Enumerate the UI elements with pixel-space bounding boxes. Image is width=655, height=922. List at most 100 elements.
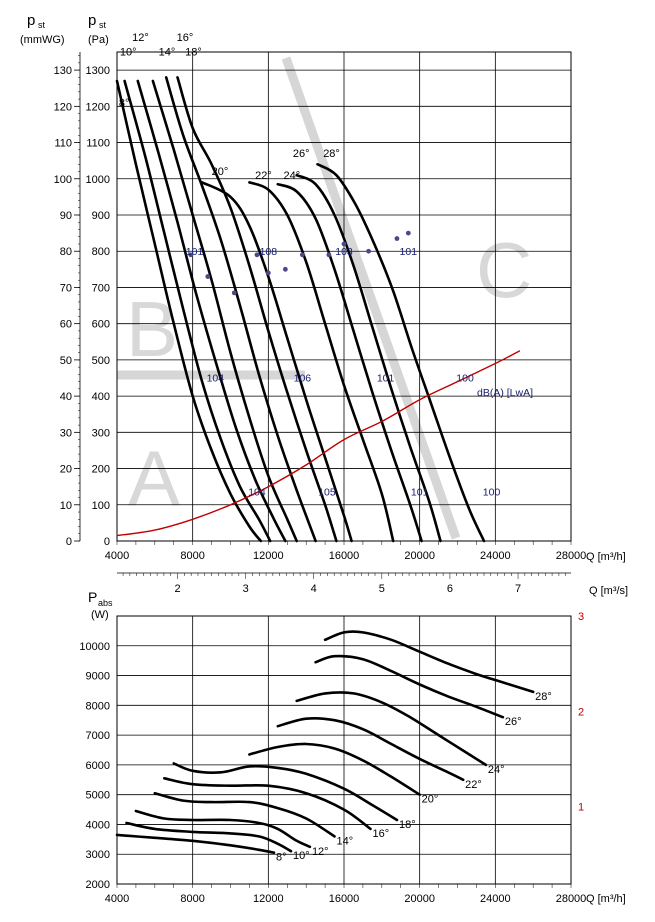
top-ytick-pa-700: 700 [92,282,110,294]
top-x2tick-4: 4 [311,583,317,595]
power-grid: 4000 8000 12000 16000 20000 24000 280002000300… [79,611,586,905]
pressure-curve-22deg [248,181,395,543]
top-x2tick-2: 2 [174,583,180,595]
pressure-grid: 4000 8000 12000 16000 20000 24000 28000 0 0 100 10… [54,51,587,595]
top-ylabel-left-sub: st [38,20,46,30]
noise-dot [254,252,260,258]
pressure-curve-18deg [176,76,338,543]
top-ylabel-left-unit: (mmWG) [20,34,65,46]
noise-dot [299,252,305,258]
power-curves [115,630,535,854]
bot-right-tick-2: 2 [578,706,584,718]
noise-label-101: 101 [400,246,418,258]
top-xlabel: Q [m³/h] [586,551,626,563]
top-ytick-mmwg-60: 60 [60,319,72,331]
noise-dot [326,252,332,258]
bot-ytick-5000: 5000 [86,790,110,802]
bot-ytick-8000: 8000 [86,700,110,712]
top-ytick-pa-500: 500 [92,355,110,367]
top-ytick-mmwg-100: 100 [54,174,72,186]
top-ytick-mmwg-30: 30 [60,427,72,439]
power-curve-28deg [323,630,535,694]
top-ylabel-right-unit: (Pa) [88,34,109,46]
top-ytick-pa-100: 100 [92,500,110,512]
top-ytick-pa-0: 0 [104,536,110,548]
top-ytick-pa-400: 400 [92,391,110,403]
angle-label-14deg: 14° [159,47,176,59]
noise-label-104: 104 [248,487,266,499]
zone-label-b: B [126,285,178,373]
top-frame [116,51,572,542]
power-curve-16deg [163,777,372,831]
angle-label-22deg: 22° [255,170,272,182]
top-ytick-pa-1000: 1000 [86,174,110,186]
top-xtick-24000: 24000 [480,550,511,562]
power-curve-10deg [125,821,293,853]
bot-xtick-16000: 16000 [329,893,360,905]
power-label-12deg: 12° [312,846,329,858]
angle-label-28deg: 28° [323,148,340,160]
noise-legend: dB(A) [LwA] [477,387,533,399]
bot-xtick-12000: 12000 [253,893,284,905]
top-ylabel-left-p: p [27,12,35,29]
zone-label-c: C [476,226,532,314]
pressure-labels: 8° 10° 12° 14°16° 18° 20° 22° 24° 26° 28° 101 108 10… [119,32,501,499]
pressure-curve-10deg [123,79,272,543]
bot-ytick-6000: 6000 [86,760,110,772]
power-label-18deg: 18° [399,819,416,831]
power-curve-14deg [153,791,336,838]
top-xtick-12000: 12000 [253,550,284,562]
noise-label-105: 105 [318,487,336,499]
power-curve-20deg [248,742,421,796]
top-ytick-mmwg-110: 110 [54,138,72,150]
top-x2tick-7: 7 [515,583,521,595]
top-ytick-pa-600: 600 [92,319,110,331]
top-x2tick-3: 3 [243,583,249,595]
bot-ytick-2000: 2000 [86,879,110,891]
top-ytick-mmwg-80: 80 [60,246,72,258]
angle-label-24deg: 24° [283,170,300,182]
bot-right-tick-1: 1 [578,802,584,814]
noise-dot [231,290,237,296]
bot-ytick-7000: 7000 [86,730,110,742]
top-ytick-mmwg-0: 0 [66,536,72,548]
power-label-14deg: 14° [337,835,354,847]
top-ytick-pa-1100: 1100 [86,138,110,150]
bot-ytick-4000: 4000 [86,819,110,831]
top-ytick-mmwg-50: 50 [60,355,72,367]
bot-ytick-10000: 10000 [79,641,110,653]
top-ytick-pa-200: 200 [92,464,110,476]
top-x2tick-5: 5 [379,583,385,595]
power-curve-8deg [115,833,276,854]
noise-dot [394,236,400,241]
noise-dot [341,241,347,247]
power-label-24deg: 24° [488,764,505,776]
noise-label-106: 106 [294,373,312,385]
top-ytick-mmwg-10: 10 [60,500,72,512]
pressure-curve-8deg [115,79,263,543]
top-ytick-pa-1300: 1300 [86,65,110,77]
top-ytick-mmwg-130: 130 [54,65,72,77]
noise-dot [205,274,211,279]
noise-dot [265,270,271,276]
top-xtick-28000: 28000 [556,550,587,562]
bottom-ylabel-unit: (W) [91,609,109,621]
top-ytick-mmwg-90: 90 [60,210,72,222]
power-chart: P abs (W) 4000 8000 12000 16000 20000 24000 28… [79,589,625,905]
pressure-curve-14deg [151,79,298,543]
top-xtick-8000: 8000 [180,550,204,562]
noise-dot [405,230,411,236]
noise-label-100: 100 [483,487,501,499]
pressure-curve-20deg [200,181,353,543]
top-xtick-16000: 16000 [329,550,360,562]
top-ytick-pa-1200: 1200 [86,101,110,113]
operating-zones: BA C [117,56,532,540]
bot-frame [116,615,572,885]
bot-ytick-3000: 3000 [86,849,110,861]
power-label-28deg: 28° [535,691,552,703]
bottom-ylabel-p: P [88,589,97,605]
bot-xtick-20000: 20000 [404,893,435,905]
power-label-22deg: 22° [465,779,482,791]
angle-label-8deg: 8° [119,97,130,109]
